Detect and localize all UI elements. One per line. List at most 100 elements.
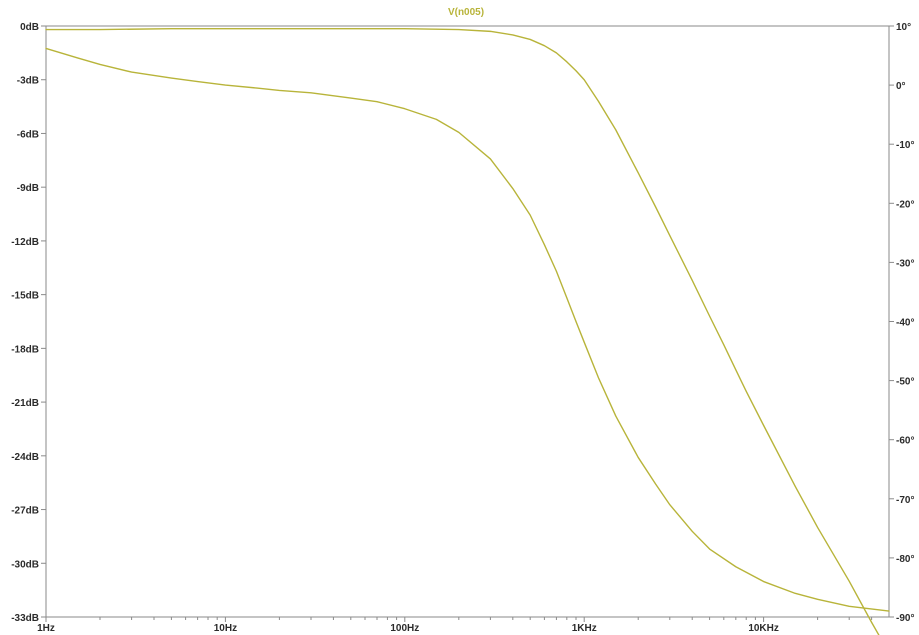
- x-tick-label: 100Hz: [390, 623, 419, 634]
- magnitude-point: [735, 369, 737, 371]
- magnitude-point: [171, 28, 173, 30]
- phase-point: [763, 581, 765, 583]
- left-y-tick-label: -33dB: [11, 613, 39, 624]
- left-y-tick-label: -18dB: [11, 344, 39, 355]
- phase-point: [310, 92, 312, 94]
- left-y-tick-label: -24dB: [11, 452, 39, 463]
- phase-point: [575, 321, 577, 323]
- magnitude-point: [763, 425, 765, 427]
- magnitude-point: [848, 580, 850, 582]
- magnitude-point: [583, 79, 585, 81]
- phase-point: [350, 97, 352, 99]
- phase-point: [404, 108, 406, 110]
- plot-frame: [45, 25, 890, 618]
- phase-point: [279, 90, 281, 92]
- x-tick-label: 10KHz: [748, 623, 779, 634]
- left-y-tick-label: -9dB: [17, 183, 39, 194]
- phase-point: [376, 101, 378, 103]
- left-y-tick-label: -12dB: [11, 237, 39, 248]
- magnitude-point: [669, 235, 671, 237]
- tick-layer: 1Hz 10Hz 100Hz 1KHz 10KHz 0dB -3dB -6dB -9dB -12d…: [11, 22, 914, 634]
- phase-point: [669, 504, 671, 506]
- phase-point: [655, 483, 657, 485]
- phase-point: [817, 598, 819, 600]
- magnitude-point: [512, 34, 514, 36]
- phase-trace: [45, 47, 890, 612]
- magnitude-point: [723, 344, 725, 346]
- phase-point: [256, 87, 258, 89]
- phase-point: [99, 64, 101, 66]
- phase-point: [709, 548, 711, 550]
- phase-point: [197, 81, 199, 83]
- phase-point: [848, 606, 850, 608]
- x-tick-label: 10Hz: [214, 623, 237, 634]
- right-y-tick-label: -90°: [896, 613, 914, 624]
- phase-point: [888, 610, 890, 612]
- magnitude-point: [817, 527, 819, 529]
- magnitude-point: [99, 29, 101, 31]
- magnitude-point: [794, 485, 796, 487]
- left-y-tick-label: -30dB: [11, 559, 39, 570]
- right-y-tick-label: -30°: [896, 258, 914, 269]
- right-y-tick-label: -70°: [896, 495, 914, 506]
- phase-point: [691, 531, 693, 533]
- phase-point: [45, 48, 47, 50]
- magnitude-point: [566, 61, 568, 63]
- phase-point: [615, 415, 617, 417]
- magnitude-point: [691, 280, 693, 282]
- axis-layer: [45, 25, 890, 618]
- magnitude-point: [404, 28, 406, 30]
- magnitude-point: [556, 52, 558, 54]
- magnitude-point: [490, 31, 492, 33]
- phase-point: [225, 84, 227, 86]
- right-y-tick-label: -20°: [896, 199, 914, 210]
- trace-title[interactable]: V(n005): [448, 7, 484, 18]
- magnitude-trace: [45, 27, 880, 635]
- phase-point: [436, 119, 438, 121]
- magnitude-point: [544, 45, 546, 47]
- magnitude-point: [225, 28, 227, 30]
- magnitude-point: [575, 70, 577, 72]
- left-y-tick-label: -15dB: [11, 291, 39, 302]
- magnitude-point: [709, 315, 711, 317]
- left-y-tick-label: -27dB: [11, 506, 39, 517]
- left-y-tick-label: 0dB: [20, 22, 39, 33]
- phase-point: [637, 457, 639, 459]
- magnitude-point: [598, 100, 600, 102]
- magnitude-point: [279, 28, 281, 30]
- magnitude-point: [637, 172, 639, 174]
- phase-point: [556, 270, 558, 272]
- phase-point: [458, 132, 460, 134]
- phase-point: [529, 214, 531, 216]
- phase-point: [598, 377, 600, 379]
- phase-point: [583, 341, 585, 343]
- magnitude-point: [45, 29, 47, 31]
- phase-point: [171, 77, 173, 79]
- right-y-tick-label: -10°: [896, 140, 914, 151]
- magnitude-point: [350, 28, 352, 30]
- right-y-tick-label: 0°: [896, 81, 906, 92]
- right-y-tick-label: -40°: [896, 318, 914, 329]
- series-layer: [45, 27, 890, 635]
- phase-point: [490, 158, 492, 160]
- magnitude-point: [745, 391, 747, 393]
- magnitude-point: [615, 129, 617, 131]
- left-y-tick-label: -21dB: [11, 398, 39, 409]
- magnitude-point: [871, 622, 873, 624]
- right-y-tick-label: 10°: [896, 22, 911, 33]
- right-y-tick-label: -60°: [896, 436, 914, 447]
- left-y-tick-label: -3dB: [17, 76, 39, 87]
- phase-point: [566, 297, 568, 299]
- phase-point: [735, 566, 737, 568]
- phase-point: [77, 57, 79, 59]
- phase-point: [512, 188, 514, 190]
- magnitude-point: [655, 206, 657, 208]
- left-y-tick-label: -6dB: [17, 129, 39, 140]
- phase-point: [794, 593, 796, 595]
- magnitude-point: [529, 39, 531, 41]
- x-tick-label: 1Hz: [37, 623, 55, 634]
- magnitude-point: [458, 29, 460, 31]
- right-y-tick-label: -80°: [896, 554, 914, 565]
